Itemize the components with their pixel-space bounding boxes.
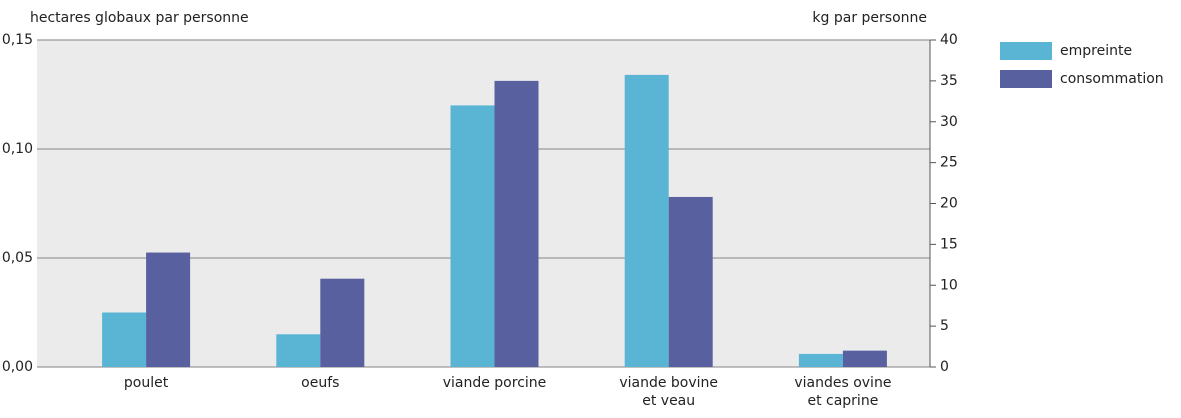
y2-tick-label: 25 — [940, 155, 958, 171]
y-tick-label: 0,10 — [2, 141, 33, 157]
bar — [146, 252, 191, 367]
y2-tick-label: 35 — [940, 73, 958, 89]
legend-swatch — [1000, 42, 1052, 60]
y2-axis-title: kg par personne — [812, 10, 927, 26]
y2-tick-label: 10 — [940, 277, 958, 293]
bar — [320, 278, 365, 367]
x-tick-label: viandes ovine et caprine — [794, 375, 892, 409]
legend-label: consommation — [1060, 71, 1164, 87]
y2-tick-label: 15 — [940, 236, 958, 252]
x-tick-label: oeufs — [301, 375, 340, 391]
y-tick-label: 0,00 — [2, 359, 33, 375]
bar — [624, 74, 669, 367]
y-tick-label: 0,05 — [2, 250, 33, 266]
legend-label: empreinte — [1060, 43, 1132, 59]
x-tick-label: poulet — [123, 375, 169, 391]
legend-swatch — [1000, 70, 1052, 88]
bar — [842, 350, 887, 367]
bar — [102, 312, 147, 367]
y2-tick-label: 40 — [940, 32, 958, 48]
bar — [494, 80, 539, 367]
bar — [798, 353, 843, 367]
x-tick-label: viande bovine et veau — [619, 375, 719, 409]
bar — [276, 334, 321, 367]
y2-tick-label: 0 — [940, 359, 949, 375]
y2-tick-label: 5 — [940, 318, 949, 334]
bar — [450, 105, 495, 368]
y2-tick-label: 30 — [940, 114, 958, 130]
y-tick-label: 0,15 — [2, 32, 33, 48]
y2-tick-label: 20 — [940, 196, 958, 212]
bar — [668, 196, 713, 367]
x-tick-label: viande porcine — [442, 375, 547, 391]
y-axis-title: hectares globaux par personne — [30, 10, 249, 26]
